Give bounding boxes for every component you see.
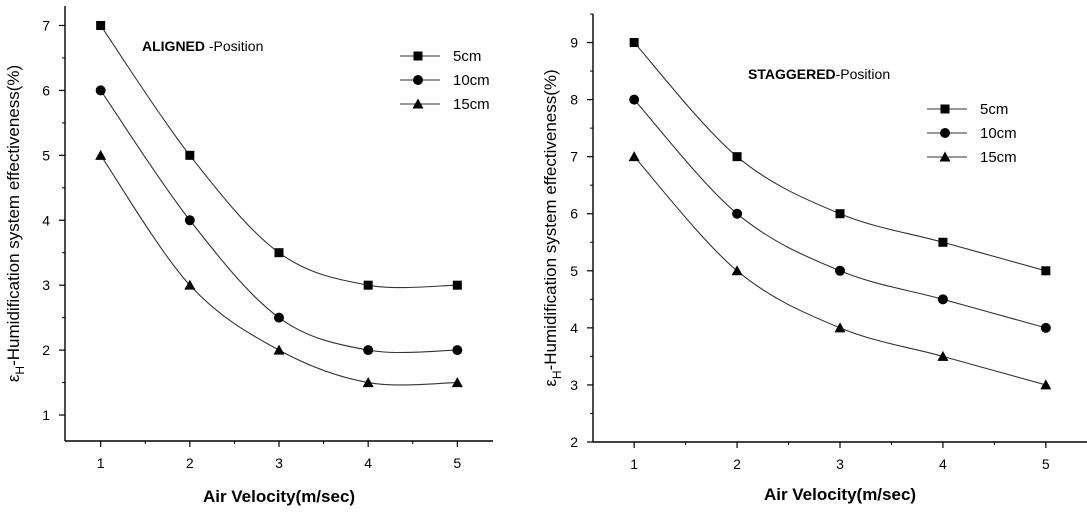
data-point-circle: [1040, 322, 1051, 333]
data-point-triangle: [1040, 379, 1052, 390]
data-point-circle: [95, 85, 106, 96]
x-axis-title: Air Velocity(m/sec): [203, 487, 355, 506]
y-axis-title-symbol: ε: [4, 374, 23, 382]
y-tick-label: 6: [570, 206, 578, 222]
y-tick-label: 3: [42, 277, 50, 293]
data-point-circle: [274, 312, 284, 323]
data-point-triangle: [95, 149, 107, 160]
y-tick-label: 7: [42, 17, 50, 33]
y-axis-title: εH-Humidification system effectiveness(%…: [541, 69, 564, 386]
legend-marker-square: [940, 104, 950, 114]
series-line: [100, 155, 458, 386]
data-point-circle: [629, 94, 640, 105]
annotation-rest: -Position: [205, 38, 263, 54]
x-tick-label: 5: [1042, 456, 1050, 472]
data-point-circle: [937, 294, 948, 305]
x-tick-label: 3: [836, 456, 844, 472]
series-15cm: [628, 151, 1052, 390]
legend-marker-circle: [940, 128, 950, 138]
y-tick-label: 2: [570, 434, 578, 450]
y-axis-title-subscript: H: [550, 370, 564, 379]
x-tick-label: 4: [939, 456, 947, 472]
data-point-square: [1041, 266, 1051, 276]
position-annotation: STAGGERED-Position: [748, 66, 890, 82]
legend-marker-square: [413, 51, 423, 61]
data-point-square: [732, 152, 742, 162]
y-tick-label: 5: [42, 147, 50, 163]
y-axis-title-symbol: ε: [541, 379, 560, 387]
y-tick-label: 8: [570, 92, 578, 108]
data-point-circle: [363, 345, 374, 356]
data-point-square: [835, 209, 845, 219]
legend-label: 15cm: [453, 96, 490, 113]
y-tick-label: 6: [42, 82, 50, 98]
data-point-square: [274, 248, 284, 258]
y-axis-title-text: -Humidification system effectiveness(%): [4, 65, 23, 366]
data-point-circle: [732, 208, 743, 219]
data-point-square: [938, 237, 948, 247]
legend-marker-triangle: [939, 151, 951, 162]
data-point-triangle: [937, 350, 949, 361]
y-tick-label: 3: [570, 377, 578, 393]
x-tick-label: 2: [733, 456, 741, 472]
y-tick-label: 5: [570, 263, 578, 279]
y-tick-label: 1: [42, 407, 50, 423]
y-axis-title: εH-Humidification system effectiveness(%…: [4, 65, 27, 382]
y-tick-label: 9: [570, 35, 578, 51]
data-point-triangle: [731, 265, 743, 276]
series-10cm: [95, 85, 463, 356]
legend-marker-circle: [413, 75, 423, 85]
data-point-triangle: [184, 279, 196, 290]
data-point-square: [629, 38, 639, 48]
legend: 5cm 10cm 15cm: [400, 48, 490, 113]
data-point-circle: [835, 265, 845, 276]
chart-staggered: 1 2 3 4 5 2 3 4 5 6 7 8 9 Air Velocity(m/sec) εH-Humid…: [541, 13, 1087, 504]
position-annotation: ALIGNED -Position: [142, 38, 263, 54]
x-tick-label: 2: [186, 455, 194, 471]
series-5cm: [96, 20, 462, 290]
data-point-square: [185, 150, 195, 160]
series-line: [100, 25, 458, 289]
y-axis-title-subscript: H: [13, 366, 27, 375]
series-15cm: [95, 149, 463, 388]
data-point-triangle: [451, 377, 463, 388]
annotation-bold: ALIGNED: [142, 38, 205, 54]
legend: 5cm 10cm 15cm: [927, 101, 1017, 166]
legend-label: 5cm: [980, 101, 1008, 118]
y-tick-label: 4: [570, 320, 578, 336]
data-point-circle: [452, 345, 463, 356]
data-point-triangle: [273, 344, 285, 355]
legend-label: 5cm: [453, 48, 481, 65]
x-tick-label: 1: [630, 456, 638, 472]
legend-label: 10cm: [453, 72, 490, 89]
y-tick-label: 2: [42, 342, 50, 358]
data-point-circle: [184, 215, 195, 226]
data-point-triangle: [362, 377, 374, 388]
x-tick-label: 4: [364, 455, 372, 471]
chart-aligned: 1 2 3 4 5 1 2 3 4 5 6 7 Air Velocity(m/sec) εH-Humidi…: [4, 6, 493, 506]
data-point-square: [363, 280, 373, 290]
y-axis-title-text: -Humidification system effectiveness(%): [541, 69, 560, 370]
x-tick-label: 1: [97, 455, 105, 471]
legend-label: 15cm: [980, 149, 1017, 166]
y-tick-label: 7: [570, 149, 578, 165]
annotation-bold: STAGGERED: [748, 66, 836, 82]
series-5cm: [629, 38, 1051, 276]
legend-label: 10cm: [980, 125, 1017, 142]
x-tick-label: 5: [453, 455, 461, 471]
series-10cm: [629, 94, 1051, 333]
y-tick-label: 4: [42, 212, 50, 228]
legend-marker-triangle: [412, 98, 424, 109]
data-point-triangle: [834, 322, 846, 333]
data-point-triangle: [628, 151, 640, 162]
x-axis-title: Air Velocity(m/sec): [764, 485, 916, 504]
data-point-square: [96, 20, 106, 30]
series-line: [100, 90, 458, 354]
x-tick-label: 3: [275, 455, 283, 471]
annotation-rest: -Position: [836, 66, 890, 82]
data-point-square: [452, 280, 462, 290]
